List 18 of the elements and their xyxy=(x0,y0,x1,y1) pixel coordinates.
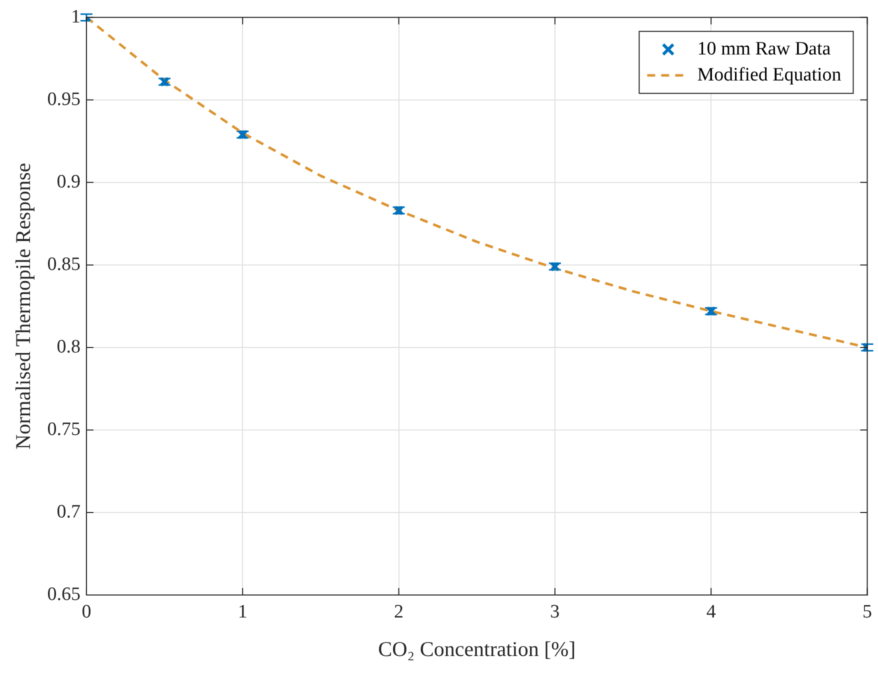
x-tick-label: 2 xyxy=(394,601,404,622)
x-axis-title: CO₂ Concentration [%] xyxy=(378,636,576,661)
x-tick-label: 3 xyxy=(550,601,560,622)
y-axis-title: Normalised Thermopile Response xyxy=(11,162,36,450)
y-tick-label: 0.7 xyxy=(56,501,80,522)
y-tick-label: 0.65 xyxy=(47,584,80,605)
y-tick-label: 1 xyxy=(70,6,80,28)
legend-label: 10 mm Raw Data xyxy=(697,38,832,60)
x-tick-label: 1 xyxy=(238,601,248,622)
y-tick-label: 0.95 xyxy=(47,88,80,110)
y-tick-label: 0.85 xyxy=(47,254,80,275)
y-tick-label: 0.75 xyxy=(47,418,80,440)
x-tick-label: 4 xyxy=(706,601,716,622)
x-tick-label: 5 xyxy=(862,601,872,622)
legend-label: Modified Equation xyxy=(697,64,842,86)
y-tick-label: 0.8 xyxy=(56,336,80,358)
x-tick-label: 0 xyxy=(82,601,92,622)
y-tick-label: 0.9 xyxy=(56,171,80,192)
